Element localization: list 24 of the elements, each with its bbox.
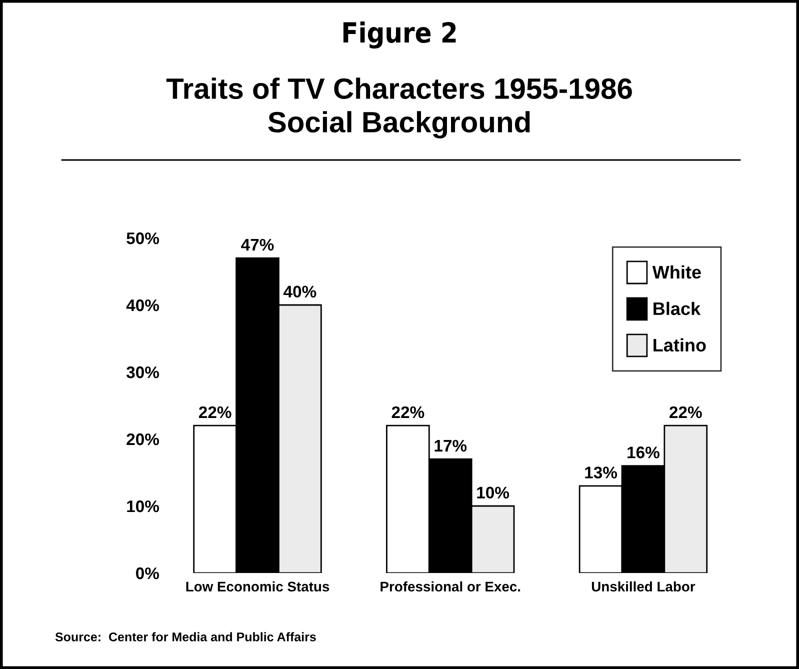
x-tick-label: Unskilled Labor <box>592 581 696 592</box>
data-label: 22% <box>392 406 424 418</box>
data-label: 10% <box>477 486 510 499</box>
y-tick-label: 0% <box>136 567 160 580</box>
legend-label: Latino <box>654 338 706 352</box>
data-label: 22% <box>670 406 702 418</box>
legend-label: Black <box>654 302 701 316</box>
data-label: 17% <box>434 440 467 452</box>
x-tick-label: Professional or Exec. <box>380 581 520 592</box>
data-label: 40% <box>284 286 316 298</box>
data-label: 47% <box>241 238 274 251</box>
y-tick-label: 10% <box>127 500 160 512</box>
y-tick-label: 30% <box>126 366 160 378</box>
data-label: 22% <box>198 406 232 418</box>
chart-title: Figure 2 <box>343 21 456 49</box>
y-tick-label: 50% <box>126 232 160 244</box>
data-label: 13% <box>585 466 618 478</box>
chart-subtitle: Traits of TV Characters 1955-1986 Social Background <box>166 78 632 138</box>
source-note: Source: Center for Media and Public Affairs <box>55 632 316 642</box>
data-label: 16% <box>628 446 660 458</box>
legend-label: White <box>652 265 701 279</box>
y-tick-label: 20% <box>126 433 160 446</box>
y-tick-label: 40% <box>126 299 160 312</box>
x-tick-label: Low Economic Status <box>186 581 330 592</box>
